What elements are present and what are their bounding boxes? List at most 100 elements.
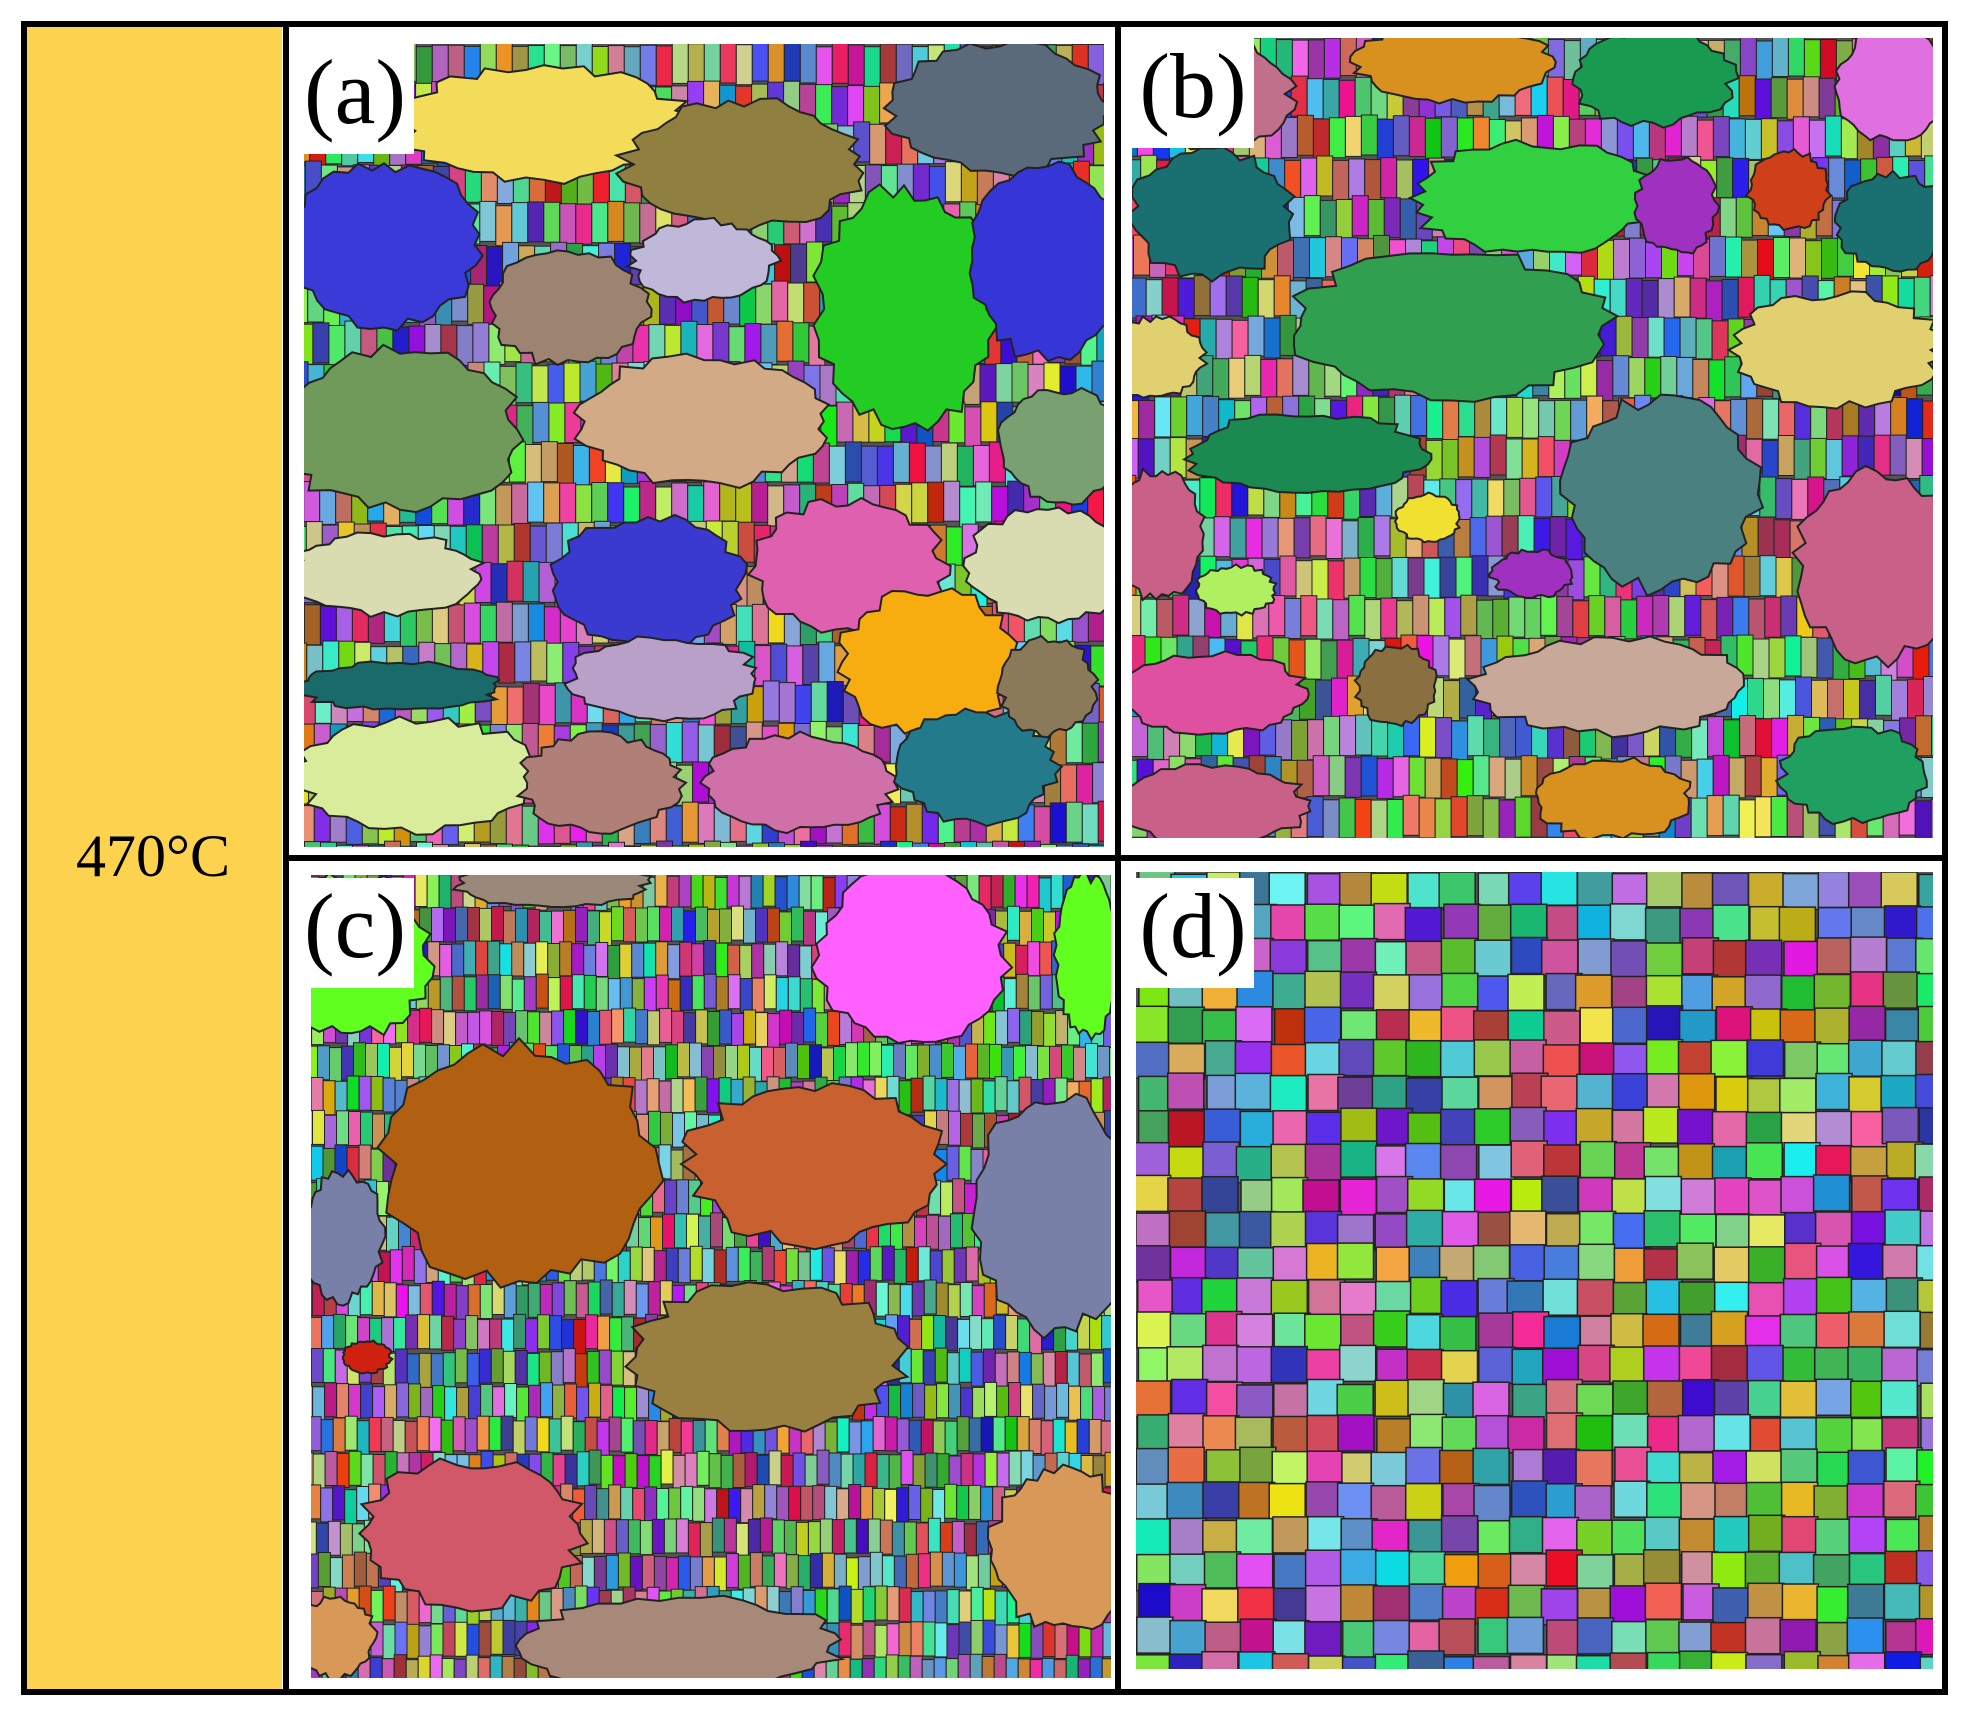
grain <box>936 1383 950 1419</box>
grain <box>879 44 897 85</box>
grain <box>683 910 696 946</box>
grain <box>1308 359 1326 401</box>
grain <box>911 482 929 524</box>
grain <box>490 563 508 605</box>
grain <box>952 1178 966 1214</box>
grain <box>442 1621 456 1657</box>
grain <box>1455 556 1473 598</box>
grain <box>1571 38 1740 129</box>
grain <box>1883 1582 1922 1621</box>
grain <box>514 1594 846 1678</box>
grain <box>938 1215 951 1251</box>
grain <box>1457 436 1475 478</box>
grain <box>876 445 894 487</box>
grain <box>1576 1554 1614 1592</box>
grain <box>917 1246 931 1282</box>
grain <box>920 1487 934 1523</box>
grain <box>1304 1584 1343 1623</box>
grain <box>615 1519 629 1555</box>
grain <box>620 1417 634 1453</box>
grain <box>396 1382 410 1418</box>
grain <box>1779 679 1796 721</box>
grain <box>905 803 923 845</box>
grain <box>1340 937 1378 976</box>
grain <box>1085 1043 1098 1078</box>
grain <box>624 846 641 847</box>
grain <box>1341 1656 1380 1669</box>
grain <box>1235 1006 1273 1044</box>
grain <box>472 322 490 364</box>
grain <box>1132 650 1310 736</box>
grain <box>1439 1315 1477 1354</box>
grain <box>382 1585 396 1621</box>
grain <box>319 605 337 647</box>
grain <box>1477 1312 1516 1350</box>
grain <box>1755 40 1773 82</box>
grain <box>1746 1344 1784 1383</box>
grain <box>479 907 492 943</box>
grain <box>624 216 783 304</box>
grain <box>1572 600 1590 642</box>
grain <box>1364 159 1382 201</box>
grain <box>863 46 881 88</box>
grain <box>1919 1656 1933 1669</box>
grain <box>664 1179 678 1215</box>
grain <box>1407 1378 1445 1417</box>
grain <box>629 1046 642 1082</box>
grain <box>511 978 525 1014</box>
grain <box>1338 872 1377 909</box>
grain <box>824 1485 838 1521</box>
grain <box>1507 872 1546 910</box>
grain <box>751 977 765 1013</box>
grain <box>490 1348 504 1384</box>
grain <box>1076 764 1094 806</box>
grain <box>982 1080 996 1116</box>
grain <box>605 1554 619 1590</box>
grain <box>831 86 849 128</box>
grain <box>896 841 913 847</box>
grain <box>1088 1419 1102 1454</box>
grain <box>588 1449 602 1485</box>
grain <box>1824 115 1842 157</box>
grain <box>1096 322 1104 364</box>
grain <box>648 1110 661 1146</box>
grain <box>591 1518 605 1554</box>
grain <box>523 942 537 978</box>
grain <box>1472 1655 1511 1669</box>
grain <box>503 1283 517 1319</box>
grain <box>792 322 810 364</box>
grain <box>1689 277 1707 319</box>
grain <box>1680 115 1698 157</box>
grain <box>953 1552 967 1588</box>
grain <box>564 1453 578 1489</box>
grain <box>1304 1143 1343 1181</box>
grain <box>874 1624 888 1660</box>
grain <box>1439 1143 1478 1182</box>
grain <box>1408 1583 1447 1621</box>
grain <box>908 1485 922 1520</box>
grain <box>1279 555 1297 597</box>
grain <box>775 941 789 977</box>
grain <box>619 943 633 979</box>
grain <box>1914 1617 1933 1656</box>
grain <box>556 443 574 484</box>
grain <box>687 1522 701 1558</box>
grain <box>941 1249 955 1285</box>
grain <box>980 1486 994 1522</box>
grain <box>1441 1210 1480 1249</box>
grain <box>684 1452 698 1488</box>
grain <box>1814 1007 1852 1045</box>
grain <box>384 840 401 847</box>
grain <box>1293 237 1310 278</box>
grain <box>862 1586 876 1622</box>
grain <box>655 941 669 977</box>
grain <box>431 603 449 645</box>
grain <box>1311 559 1329 601</box>
grain <box>502 1620 516 1655</box>
grain <box>1271 1450 1309 1489</box>
grain <box>1016 1416 1030 1452</box>
grain <box>922 1350 936 1386</box>
grain <box>1817 1654 1855 1669</box>
grain <box>1031 1011 1045 1046</box>
grain <box>1800 636 1818 678</box>
